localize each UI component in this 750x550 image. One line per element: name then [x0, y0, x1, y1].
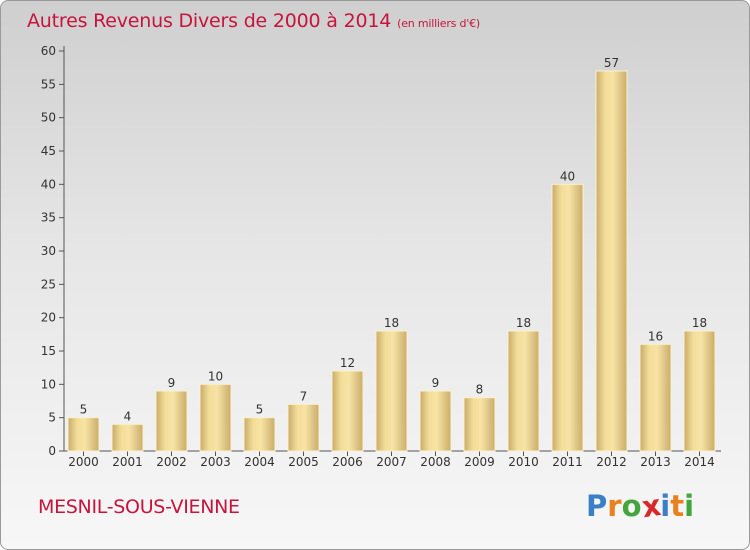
- data-label-2003: 10: [208, 369, 223, 383]
- data-label-2004: 5: [256, 403, 264, 417]
- y-tick-label: 10: [41, 377, 56, 391]
- bar-2005: [287, 403, 320, 452]
- x-tick-label: 2006: [332, 455, 363, 469]
- x-tick-label: 2013: [640, 455, 671, 469]
- x-tick-label: 2004: [244, 455, 275, 469]
- x-tick-label: 2010: [508, 455, 539, 469]
- bar-2013: [639, 343, 672, 452]
- data-label-2006: 12: [340, 356, 355, 370]
- y-tick-label: 20: [41, 311, 56, 325]
- data-label-2000: 5: [80, 403, 88, 417]
- y-tick-label: 5: [48, 411, 56, 425]
- logo-letter: r: [607, 489, 622, 523]
- data-label-2001: 4: [124, 409, 132, 423]
- data-label-2010: 18: [516, 316, 531, 330]
- x-tick-label: 2003: [200, 455, 231, 469]
- bar-2010: [507, 330, 540, 452]
- chart-title: Autres Revenus Divers de 2000 à 2014 (en …: [27, 10, 480, 32]
- x-tick-label: 2008: [420, 455, 451, 469]
- y-tick-label: 55: [41, 77, 56, 91]
- bar-2006: [331, 370, 364, 452]
- bar-2004: [243, 417, 276, 452]
- data-label-2014: 18: [692, 316, 707, 330]
- bar-2000: [67, 417, 100, 452]
- data-label-2007: 18: [384, 316, 399, 330]
- proxiti-logo: Proxiti: [586, 487, 695, 525]
- logo-letter: o: [621, 489, 642, 523]
- data-label-2013: 16: [648, 329, 663, 343]
- x-tick-label: 2000: [68, 455, 99, 469]
- y-tick-label: 15: [41, 344, 56, 358]
- bar-2012: [595, 70, 628, 452]
- bar-2003: [199, 383, 232, 452]
- y-tick-label: 60: [41, 44, 56, 58]
- data-label-2002: 9: [168, 376, 176, 390]
- chart-title-text: Autres Revenus Divers de 2000 à 2014: [27, 10, 392, 32]
- data-label-2009: 8: [476, 383, 484, 397]
- bar-2014: [683, 330, 716, 452]
- x-tick-label: 2009: [464, 455, 495, 469]
- bar-2001: [111, 423, 144, 452]
- data-label-2011: 40: [560, 169, 575, 183]
- bars: [67, 70, 716, 452]
- y-tick-label: 40: [41, 177, 56, 191]
- bar-2007: [375, 330, 408, 452]
- x-tick-label: 2007: [376, 455, 407, 469]
- x-tick-label: 2001: [112, 455, 143, 469]
- y-tick-label: 50: [41, 111, 56, 125]
- y-tick-label: 0: [48, 444, 56, 458]
- commune-name: MESNIL-SOUS-VIENNE: [38, 496, 240, 518]
- x-tick-label: 2014: [684, 455, 715, 469]
- x-tick-label: 2012: [596, 455, 627, 469]
- logo-letter: x: [639, 487, 663, 525]
- x-tick-label: 2002: [156, 455, 187, 469]
- data-label-2008: 9: [432, 376, 440, 390]
- logo-letter: P: [586, 489, 608, 523]
- y-tick-label: 30: [41, 244, 56, 258]
- x-tick-label: 2005: [288, 455, 319, 469]
- logo-letter: t: [670, 489, 685, 523]
- bar-2009: [463, 397, 496, 452]
- y-tick-label: 35: [41, 211, 56, 225]
- chart-subtitle: (en milliers d'€): [397, 17, 481, 30]
- bar-2011: [551, 183, 584, 452]
- bar-2008: [419, 390, 452, 452]
- bar-2002: [155, 390, 188, 452]
- data-label-2012: 57: [604, 56, 619, 70]
- data-label-2005: 7: [300, 389, 308, 403]
- y-tick-label: 25: [41, 277, 56, 291]
- logo-letter: i: [684, 489, 695, 523]
- y-tick-label: 45: [41, 144, 56, 158]
- logo-letter: i: [660, 489, 671, 523]
- x-tick-label: 2011: [552, 455, 583, 469]
